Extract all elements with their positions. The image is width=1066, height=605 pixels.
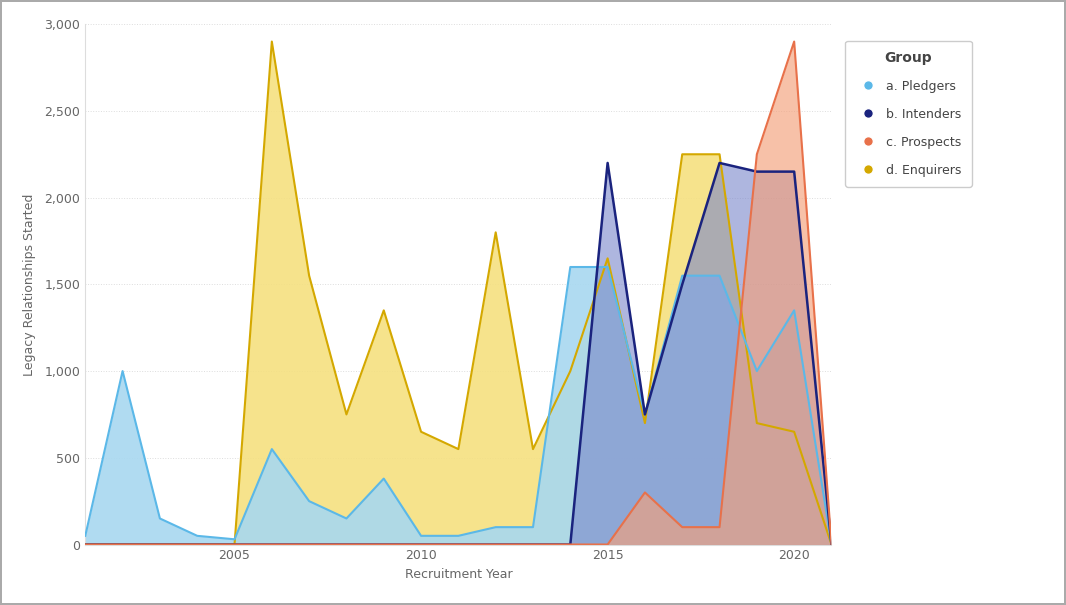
Legend: a. Pledgers, b. Intenders, c. Prospects, d. Enquirers: a. Pledgers, b. Intenders, c. Prospects,… — [845, 41, 972, 187]
X-axis label: Recruitment Year: Recruitment Year — [405, 568, 512, 581]
Y-axis label: Legacy Relationships Started: Legacy Relationships Started — [23, 193, 36, 376]
